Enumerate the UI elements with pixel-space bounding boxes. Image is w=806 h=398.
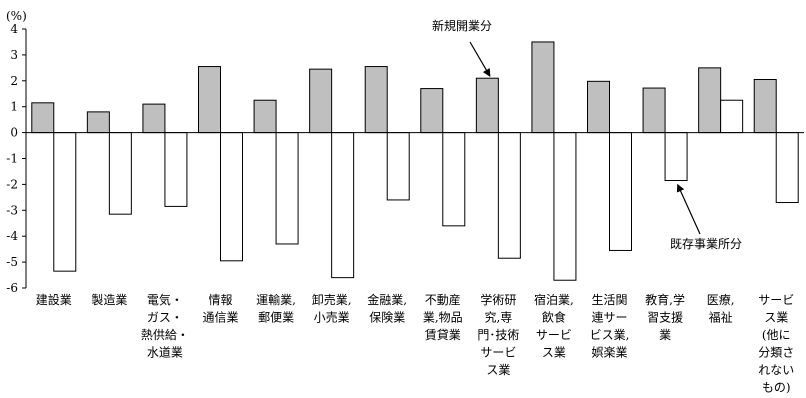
annotation-existing-label: 既存事業所分	[670, 237, 742, 251]
bar-new-establishments	[587, 80, 610, 134]
category-label: 分類さ	[758, 346, 794, 360]
y-tick-label: -3	[6, 203, 18, 217]
category-label: ス業	[542, 346, 566, 360]
bar-new-establishments	[475, 77, 499, 134]
category-label: 熱供給・	[141, 328, 189, 342]
category-label: ビス業,	[590, 328, 630, 342]
category-label: 水道業	[147, 346, 183, 360]
bar-existing-establishments	[497, 132, 521, 259]
category-label: 郵便業	[258, 311, 294, 325]
bar-new-establishments	[142, 103, 166, 134]
category-label: 教育,学	[645, 292, 685, 307]
y-tick-label: 2	[10, 74, 18, 88]
category-label: 連サー	[591, 311, 627, 325]
category-label: 卸売業,	[312, 292, 352, 307]
bar-new-establishments	[198, 66, 221, 134]
category-label: 賃貸業	[425, 327, 461, 342]
category-label: 保険業	[369, 311, 405, 325]
category-label: ス業	[764, 311, 788, 325]
y-axis: 4 3 2 1 0 -1 -2 -3 -4 -5 -6	[6, 22, 27, 295]
bar-existing-establishments	[275, 132, 299, 245]
category-label: 電気・	[147, 292, 183, 307]
category-label: 不動産	[425, 292, 461, 307]
category-label: 運輸業,	[256, 292, 296, 307]
category-label: サービ	[758, 293, 794, 307]
y-tick-label: -2	[6, 177, 18, 191]
category-label: 娯楽業	[591, 346, 627, 360]
y-tick-label: -4	[6, 229, 18, 243]
bar-existing-establishments	[609, 132, 632, 251]
category-label: 金融業,	[367, 292, 407, 307]
bar-existing-establishments	[331, 132, 355, 279]
category-label: ス業	[486, 363, 510, 377]
category-label: 通信業	[202, 311, 238, 325]
category-label: 究,専	[484, 310, 512, 325]
bar-existing-establishments	[553, 132, 577, 281]
bar-existing-establishments	[108, 132, 132, 215]
category-label: 製造業	[91, 293, 127, 307]
category-label: 福祉	[709, 310, 733, 325]
category-label: (他に	[762, 328, 791, 342]
category-label: 宿泊業,	[534, 292, 574, 307]
bar-new-establishments	[253, 99, 277, 134]
bar-existing-establishments	[164, 132, 188, 207]
category-label: 門･技術	[477, 328, 519, 342]
bar-new-establishments	[31, 102, 55, 134]
bar-existing-establishments	[775, 132, 799, 204]
category-label: ガス・	[147, 311, 183, 325]
y-tick-label: 1	[10, 100, 18, 114]
bar-existing-establishments	[386, 132, 410, 201]
bar-existing-establishments	[720, 99, 744, 134]
bar-new-establishments	[753, 79, 777, 134]
category-label: 建設業	[36, 292, 72, 307]
annotation-existing-arrow	[676, 183, 701, 235]
bar-new-establishments	[698, 67, 722, 134]
bar-new-establishments	[364, 66, 388, 134]
bar-new-establishments	[531, 41, 555, 134]
y-tick-label: -1	[6, 152, 18, 166]
bar-new-establishments	[86, 111, 110, 134]
y-tick-label: 4	[10, 22, 18, 36]
category-label: れない	[758, 363, 794, 377]
annotation-new-label: 新規開業分	[432, 18, 492, 33]
bar-new-establishments	[309, 68, 333, 134]
category-label: 業	[659, 328, 671, 342]
category-label: 業,物品	[423, 311, 463, 325]
bar-existing-establishments	[53, 132, 77, 272]
y-tick-label: -5	[6, 255, 18, 269]
bar-existing-establishments	[220, 132, 243, 262]
category-label: サービ	[480, 346, 516, 360]
category-label: サービ	[536, 328, 572, 342]
category-label: 習支援	[647, 311, 683, 325]
category-label: 飲食	[542, 310, 566, 325]
category-label: 生活関	[591, 293, 627, 307]
y-tick-label: -6	[6, 281, 18, 295]
category-label: 医療,	[707, 293, 735, 307]
bars	[31, 41, 799, 281]
category-label: 学術研	[480, 292, 516, 307]
y-tick-label: 3	[10, 48, 18, 62]
bar-new-establishments	[642, 87, 666, 134]
category-label: もの)	[762, 381, 791, 395]
annotation-new-arrow	[469, 41, 491, 77]
bar-existing-establishments	[442, 132, 466, 227]
y-axis-unit-label: (%)	[6, 9, 27, 23]
bar-new-establishments	[420, 88, 444, 134]
category-label: 小売業	[314, 310, 350, 325]
category-label: 情報	[208, 293, 232, 307]
bar-existing-establishments	[664, 132, 688, 182]
y-tick-label: 0	[10, 126, 18, 140]
